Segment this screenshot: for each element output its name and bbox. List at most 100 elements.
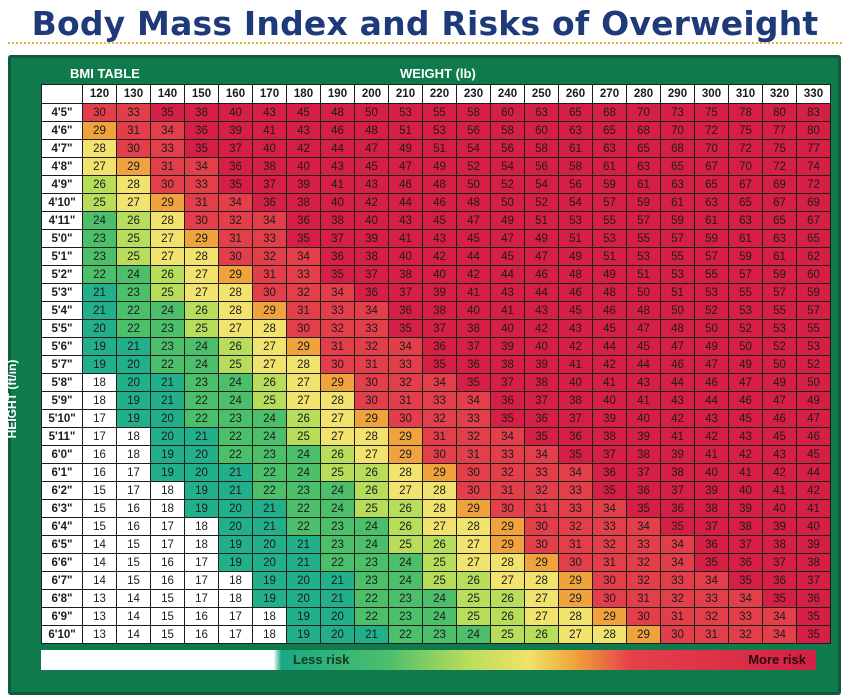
bmi-cell: 21 (150, 391, 185, 410)
weight-header-240: 240 (490, 84, 525, 104)
bmi-cell: 45 (286, 103, 321, 122)
bmi-cell: 49 (490, 211, 525, 230)
bmi-cell: 33 (592, 517, 627, 536)
bmi-cell: 31 (422, 427, 457, 446)
bmi-cell: 47 (728, 373, 763, 392)
bmi-cell: 18 (150, 481, 185, 500)
bmi-cell: 42 (524, 319, 559, 338)
bmi-cell: 22 (184, 391, 219, 410)
bmi-cell: 27 (388, 481, 423, 500)
bmi-cell: 36 (354, 283, 389, 302)
bmi-cell: 22 (388, 625, 423, 644)
bmi-cell: 32 (490, 463, 525, 482)
bmi-cell: 36 (796, 589, 831, 608)
bmi-cell: 39 (762, 517, 797, 536)
bmi-cell: 38 (456, 319, 491, 338)
bmi-cell: 36 (626, 481, 661, 500)
bmi-cell: 46 (558, 283, 593, 302)
bmi-cell: 45 (796, 445, 831, 464)
bmi-cell: 32 (422, 409, 457, 428)
bmi-cell: 38 (660, 463, 695, 482)
bmi-cell: 14 (116, 589, 151, 608)
bmi-cell: 75 (762, 139, 797, 158)
table-row: 6'0" 16 18 19 20 22 23 24 26 27 29 30 31 33 34 35 37 38 39… (41, 445, 831, 464)
bmi-cell: 80 (796, 121, 831, 140)
bmi-cell: 31 (184, 193, 219, 212)
bmi-cell: 47 (354, 139, 389, 158)
bmi-cell: 57 (660, 229, 695, 248)
bmi-cell: 17 (218, 625, 253, 644)
bmi-cell: 63 (660, 175, 695, 194)
bmi-cell: 42 (796, 481, 831, 500)
bmi-cell: 35 (796, 625, 831, 644)
bmi-cell: 50 (796, 373, 831, 392)
bmi-cell: 29 (286, 337, 321, 356)
bmi-cell: 48 (456, 193, 491, 212)
bmi-cell: 18 (116, 445, 151, 464)
weight-header-row: 120 130 140 150 160 170 180 190 200 210 220 230 240 2… (41, 84, 831, 104)
bmi-cell: 25 (490, 625, 525, 644)
height-label: 6'2" (41, 481, 83, 500)
bmi-cell: 57 (592, 193, 627, 212)
bmi-cell: 17 (150, 517, 185, 536)
bmi-cell: 33 (286, 265, 321, 284)
bmi-cell: 23 (150, 319, 185, 338)
bmi-cell: 36 (252, 193, 287, 212)
bmi-cell: 17 (184, 589, 219, 608)
bmi-cell: 61 (626, 175, 661, 194)
bmi-cell: 61 (558, 139, 593, 158)
bmi-cell: 26 (218, 337, 253, 356)
table-row: 6'1" 16 17 19 20 21 22 24 25 26 28 29 30 32 33 34 36 37 38… (41, 463, 831, 482)
bmi-cell: 23 (82, 229, 117, 248)
bmi-cell: 19 (116, 409, 151, 428)
bmi-cell: 68 (660, 139, 695, 158)
bmi-cell: 48 (626, 301, 661, 320)
bmi-cell: 23 (184, 373, 219, 392)
bmi-cell: 37 (524, 391, 559, 410)
bmi-cell: 49 (524, 229, 559, 248)
bmi-cell: 67 (796, 211, 831, 230)
bmi-cell: 35 (218, 175, 253, 194)
bmi-cell: 47 (626, 319, 661, 338)
bmi-cell: 48 (354, 121, 389, 140)
bmi-cell: 23 (320, 517, 355, 536)
bmi-cell: 46 (694, 373, 729, 392)
bmi-cell: 47 (660, 337, 695, 356)
bmi-cell: 15 (116, 535, 151, 554)
bmi-cell: 31 (592, 553, 627, 572)
bmi-cell: 38 (286, 193, 321, 212)
table-row: 6'5" 14 15 17 18 19 20 21 23 24 25 26 27 29 30 31 32 33 34… (41, 535, 831, 554)
bmi-cell: 40 (728, 481, 763, 500)
bmi-cell: 44 (592, 337, 627, 356)
bmi-cell: 78 (728, 103, 763, 122)
bmi-cell: 50 (728, 337, 763, 356)
bmi-cell: 21 (286, 553, 321, 572)
bmi-cell: 18 (252, 625, 287, 644)
bmi-cell: 14 (82, 571, 117, 590)
bmi-cell: 34 (422, 373, 457, 392)
bmi-cell: 19 (82, 355, 117, 374)
bmi-cell: 48 (320, 103, 355, 122)
bmi-cell: 59 (660, 211, 695, 230)
bmi-cell: 46 (388, 175, 423, 194)
bmi-cell: 25 (320, 463, 355, 482)
bmi-cell: 23 (82, 247, 117, 266)
bmi-cell: 29 (592, 607, 627, 626)
bmi-cell: 27 (354, 445, 389, 464)
bmi-cell: 37 (320, 229, 355, 248)
bmi-cell: 41 (728, 463, 763, 482)
bmi-cell: 40 (626, 409, 661, 428)
height-label: 6'7" (41, 571, 83, 590)
bmi-cell: 53 (422, 121, 457, 140)
bmi-cell: 40 (320, 193, 355, 212)
bmi-cell: 22 (150, 355, 185, 374)
bmi-cell: 31 (660, 607, 695, 626)
bmi-cell: 32 (558, 517, 593, 536)
bmi-cell: 31 (252, 265, 287, 284)
bmi-cell: 29 (354, 409, 389, 428)
bmi-cell: 33 (422, 391, 457, 410)
bmi-cell: 24 (286, 463, 321, 482)
bmi-cell: 24 (150, 301, 185, 320)
bmi-cell: 30 (150, 175, 185, 194)
bmi-cell: 24 (218, 373, 253, 392)
